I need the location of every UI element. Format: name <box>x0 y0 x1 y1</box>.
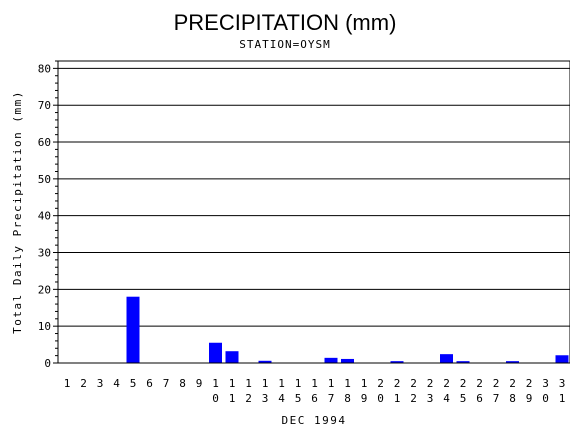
x-tick-label-8: 8 <box>179 377 186 390</box>
bar-day-13 <box>258 360 272 363</box>
x-tick-label-2: 2 <box>80 377 87 390</box>
bar-day-10 <box>209 342 222 363</box>
x-axis: 1 2 3 4 5 6 7 8 9 1 01 11 21 31 41 51 61 71 81 92 02 12 22 32 42… <box>64 377 566 405</box>
x-tick-label-6: 6 <box>146 377 153 390</box>
x-tick-label-7: 7 <box>163 377 170 390</box>
bar-day-5 <box>126 296 140 363</box>
y-tick-label-10: 10 <box>38 320 51 333</box>
y-tick-label-50: 50 <box>38 173 51 186</box>
y-tick-label-80: 80 <box>38 62 51 75</box>
grid-lines <box>58 67 570 327</box>
bar-day-24 <box>440 354 453 363</box>
y-axis: 0 10 20 30 40 50 60 70 80 <box>38 60 58 370</box>
y-tick-label-0: 0 <box>44 357 51 370</box>
x-tick-label-4: 4 <box>113 377 120 390</box>
x-tick-label-9: 9 <box>196 377 203 390</box>
y-tick-label-70: 70 <box>38 99 51 112</box>
chart-subtitle: STATION=OYSM <box>239 38 330 51</box>
bar-day-17 <box>324 357 338 363</box>
bars <box>126 296 569 363</box>
bar-day-18 <box>341 358 354 363</box>
y-tick-label-20: 20 <box>38 283 51 296</box>
chart-title: PRECIPITATION (mm) <box>174 10 397 35</box>
y-tick-label-60: 60 <box>38 136 51 149</box>
x-tick-label-3: 3 <box>97 377 104 390</box>
plot-frame <box>57 60 570 364</box>
x-tick-label-5: 5 <box>130 377 137 390</box>
x-tick-label-1: 1 <box>64 377 71 390</box>
x-axis-label: DEC 1994 <box>282 414 347 427</box>
bar-day-25 <box>456 361 470 363</box>
y-tick-label-40: 40 <box>38 210 51 223</box>
y-tick-label-30: 30 <box>38 247 51 260</box>
bar-day-21 <box>390 361 404 363</box>
bar-day-31 <box>555 355 569 363</box>
y-axis-label: Total Daily Precipitation (mm) <box>11 90 24 334</box>
bar-day-11 <box>225 351 239 363</box>
bar-day-28 <box>506 361 519 363</box>
